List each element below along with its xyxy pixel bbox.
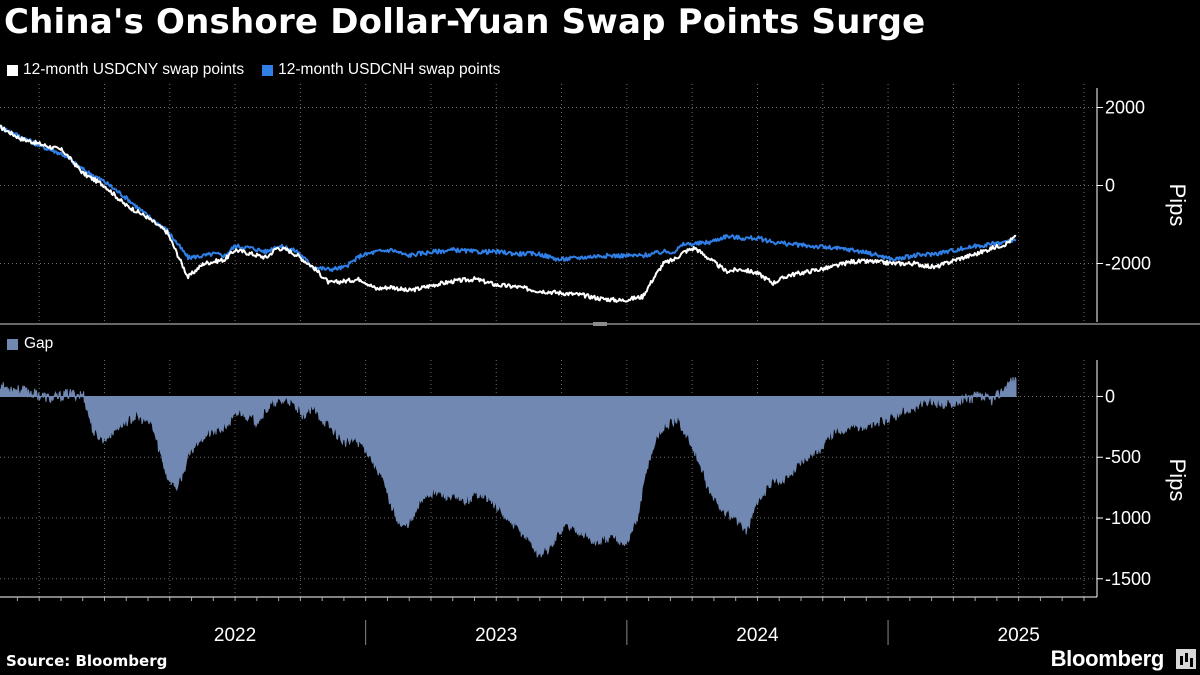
y-tick-label-bottom: -500 (1105, 447, 1141, 467)
legend-label-gap: Gap (24, 335, 54, 352)
line-usdcny (0, 124, 1017, 303)
y-tick-label-top: 0 (1105, 176, 1115, 196)
legend-swatch-usdcnh (262, 64, 274, 76)
y-axis-label-top: Pips (1165, 184, 1190, 227)
y-tick-label-top: -2000 (1105, 254, 1151, 274)
area-gap (0, 377, 1017, 559)
legend-swatch-gap (7, 338, 18, 350)
marks-layer (0, 124, 1017, 559)
legend-label-usdcnh: 12-month USDCNH swap points (278, 61, 501, 78)
x-year-label: 2025 (998, 625, 1040, 646)
legend-item-usdcny: 12-month USDCNY swap points (7, 61, 244, 79)
y-tick-label-bottom: -1000 (1105, 508, 1151, 528)
x-year-label: 2022 (214, 625, 256, 646)
legend-label-usdcny: 12-month USDCNY swap points (23, 61, 245, 78)
source-note: Source: Bloomberg (6, 652, 168, 670)
chart-title: China's Onshore Dollar-Yuan Swap Points … (4, 2, 926, 42)
brand-logo-text: Bloomberg (1050, 646, 1165, 671)
y-tick-label-bottom: 0 (1105, 386, 1115, 406)
y-tick-label-bottom: -1500 (1105, 569, 1151, 589)
panel-divider-handle (593, 322, 607, 326)
x-year-label: 2024 (736, 625, 779, 646)
legend-swatch-usdcny (7, 64, 18, 76)
axes-layer: 2000 0 -2000 0 -500 -1000 -1500 2022 2023 2024 202… (0, 88, 1200, 646)
line-usdcnh (0, 125, 1017, 273)
y-tick-label-top: 2000 (1105, 98, 1145, 118)
legend-gap: Gap (7, 335, 53, 353)
legend-item-usdcnh: 12-month USDCNH swap points (262, 61, 500, 79)
legend-top: 12-month USDCNY swap points 12-month USD… (7, 61, 500, 79)
x-year-label: 2023 (475, 625, 517, 646)
chart-icon (1176, 649, 1196, 669)
y-axis-label-bottom: Pips (1165, 459, 1190, 502)
